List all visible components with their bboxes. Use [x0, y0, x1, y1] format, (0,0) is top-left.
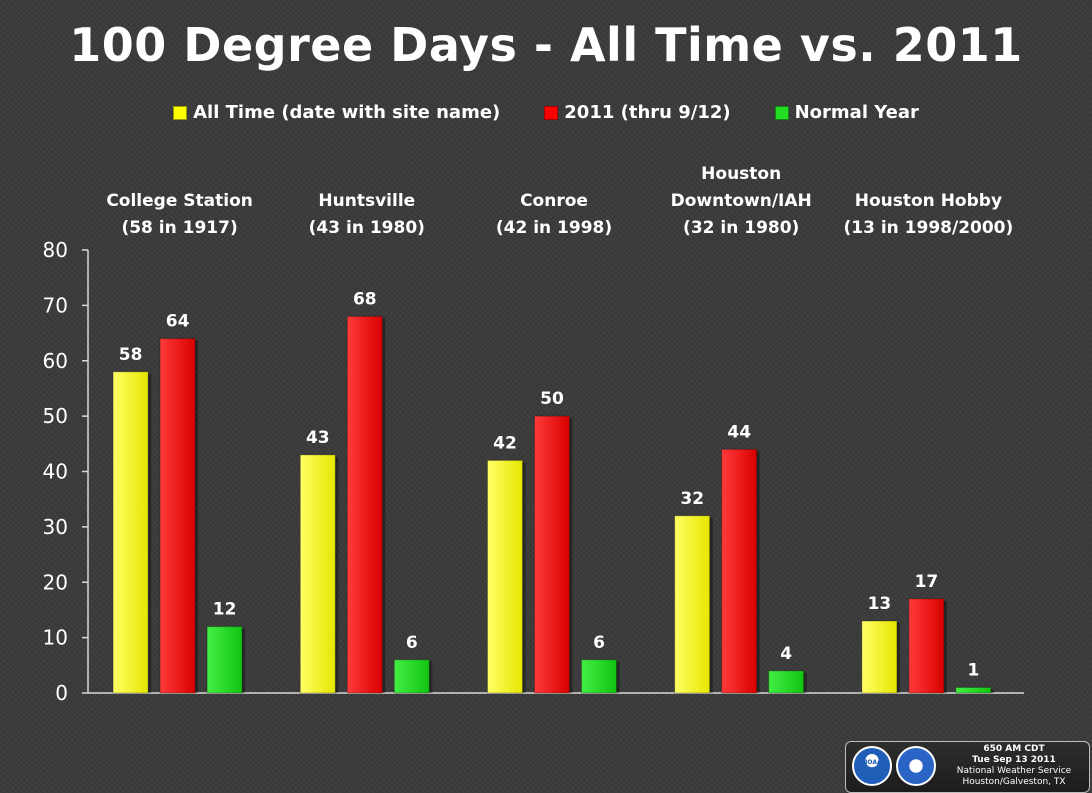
bar: [487, 459, 523, 694]
legend-label-normal-year: Normal Year: [794, 102, 919, 123]
badge-text: 650 AM CDT Tue Sep 13 2011 National Weat…: [942, 744, 1086, 788]
bar: [534, 415, 570, 694]
legend-swatch-all-time: [173, 105, 188, 120]
bar: [861, 620, 898, 694]
legend-swatch-normal-year: [774, 105, 789, 120]
bar: [768, 670, 805, 694]
bar: [674, 515, 711, 694]
bar: [721, 448, 758, 694]
category-label: Conroe: [520, 191, 588, 211]
nws-timestamp-badge: NOAA 650 AM CDT Tue Sep 13 2011 National…: [845, 741, 1090, 793]
y-tick-label: 40: [43, 460, 68, 484]
bar: [955, 686, 992, 694]
data-label: 12: [213, 600, 237, 620]
category-label: Houston Hobby: [855, 191, 1002, 211]
category-label: Downtown/IAH: [671, 191, 812, 211]
bar: [206, 626, 243, 694]
data-label: 17: [915, 572, 939, 592]
nws-logo-icon: [896, 746, 936, 786]
y-tick-label: 0: [55, 681, 68, 705]
legend-item-all-time: All Time (date with site name): [173, 102, 500, 123]
badge-time: 650 AM CDT: [983, 744, 1045, 754]
bar: [346, 315, 383, 694]
badge-office: National Weather Service: [956, 766, 1072, 776]
data-label: 50: [540, 389, 564, 409]
legend-swatch-2011: [544, 105, 559, 120]
y-tick-label: 10: [43, 626, 68, 650]
y-tick-label: 70: [43, 293, 68, 317]
category-label: (58 in 1917): [121, 218, 237, 238]
bar: [159, 338, 196, 694]
badge-date: Tue Sep 13 2011: [972, 755, 1056, 765]
data-label: 32: [680, 489, 704, 509]
category-label: Huntsville: [318, 191, 415, 211]
data-label: 44: [727, 422, 751, 442]
y-tick-label: 60: [43, 349, 68, 373]
legend-label-2011: 2011 (thru 9/12): [564, 102, 731, 123]
bar: [581, 659, 617, 694]
legend-item-normal-year: Normal Year: [774, 102, 919, 123]
data-label: 42: [493, 433, 517, 453]
y-tick-label: 20: [43, 570, 68, 594]
badge-location: Houston/Galveston, TX: [962, 777, 1066, 787]
data-label: 13: [868, 594, 892, 614]
category-label: (32 in 1980): [683, 218, 799, 238]
category-label: (43 in 1980): [309, 218, 425, 238]
y-tick-label: 30: [43, 515, 68, 539]
bar: [908, 598, 945, 694]
y-tick-label: 80: [43, 238, 68, 262]
legend-item-2011: 2011 (thru 9/12): [544, 102, 731, 123]
chart-title: 100 Degree Days - All Time vs. 2011: [69, 18, 1023, 72]
legend-label-all-time: All Time (date with site name): [193, 102, 501, 123]
data-label: 58: [119, 345, 143, 365]
legend: All Time (date with site name) 2011 (thr…: [0, 102, 1092, 123]
noaa-logo-text: NOAA: [862, 759, 882, 766]
data-label: 64: [166, 312, 190, 332]
category-label: (13 in 1998/2000): [843, 218, 1013, 238]
bar: [299, 454, 336, 694]
y-tick-label: 50: [43, 404, 68, 428]
data-label: 4: [780, 644, 792, 664]
data-label: 6: [593, 633, 605, 653]
data-label: 6: [406, 633, 418, 653]
data-label: 68: [353, 289, 377, 309]
data-label: 1: [967, 660, 979, 680]
noaa-logo-icon: NOAA: [852, 746, 892, 786]
category-label: Houston: [701, 164, 781, 184]
category-label: (42 in 1998): [496, 218, 612, 238]
bar: [393, 659, 430, 694]
category-label: College Station: [106, 191, 253, 211]
bar: [112, 371, 149, 694]
data-label: 43: [306, 428, 330, 448]
